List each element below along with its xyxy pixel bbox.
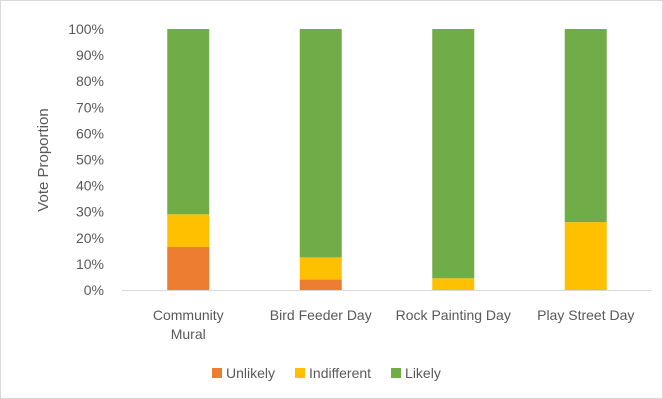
y-tick-label: 80% — [76, 73, 104, 89]
y-tick-label: 30% — [76, 204, 104, 220]
y-tick-label: 0% — [84, 282, 104, 298]
legend-label-likely: Likely — [405, 365, 441, 381]
bar-likely — [432, 29, 475, 279]
x-tick-label: Rock Painting Day — [396, 307, 511, 323]
y-tick-label: 40% — [76, 178, 104, 194]
legend-swatch-likely — [391, 368, 402, 378]
y-tick-label: 60% — [76, 125, 104, 141]
bar-likely — [299, 29, 342, 258]
y-tick-label: 100% — [68, 21, 104, 37]
y-tick-label: 20% — [76, 230, 104, 246]
legend: Unlikely Indifferent Likely — [212, 365, 441, 381]
x-tick-label: Play Street Day — [537, 307, 634, 323]
y-axis-ticks: 0% 10% 20% 30% 40% 50% 60% 70% 80% 90% 100% — [68, 21, 104, 298]
y-axis-title: Vote Proportion — [35, 108, 52, 211]
y-tick-label: 50% — [76, 152, 104, 168]
x-tick-label: Mural — [171, 326, 206, 342]
x-tick-label: Community — [153, 307, 224, 323]
bar-indifferent — [167, 214, 210, 247]
legend-label-unlikely: Unlikely — [226, 365, 275, 381]
y-tick-label: 90% — [76, 47, 104, 63]
x-tick-label: Bird Feeder Day — [270, 307, 372, 323]
bar-unlikely — [167, 246, 210, 290]
legend-swatch-indifferent — [295, 368, 306, 378]
bar-likely — [167, 29, 210, 215]
y-tick-label: 70% — [76, 99, 104, 115]
bar-indifferent — [432, 278, 475, 290]
legend-swatch-unlikely — [212, 368, 222, 378]
bar-indifferent — [299, 257, 342, 280]
x-axis-labels: Community Mural Bird Feeder Day Rock Painti… — [153, 307, 635, 342]
bar-indifferent — [564, 222, 607, 290]
y-tick-label: 10% — [76, 256, 104, 272]
bar-likely — [564, 29, 607, 223]
bar-unlikely — [299, 279, 342, 290]
bars — [167, 29, 607, 290]
legend-label-indifferent: Indifferent — [309, 365, 371, 381]
